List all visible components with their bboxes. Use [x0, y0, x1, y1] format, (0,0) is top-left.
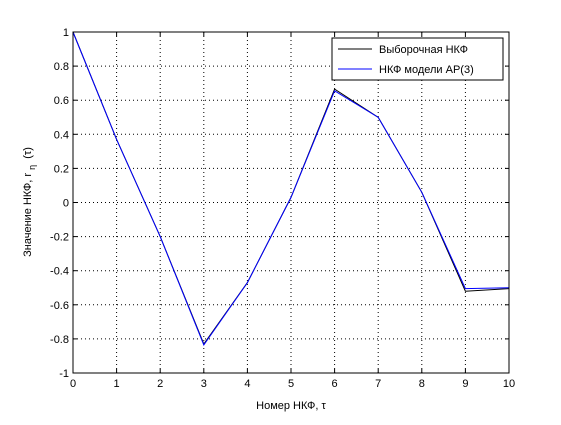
series-line-2 [72, 31, 510, 346]
x-tick-label: 7 [375, 378, 381, 390]
y-axis-label-main: Значение НКФ, r [22, 173, 34, 257]
y-axis-label-suffix: (τ) [22, 147, 34, 159]
x-tick-labels: 0 1 2 3 4 5 6 7 8 9 10 [70, 378, 515, 390]
grid-lines [73, 32, 509, 373]
y-tick-label: 0.6 [54, 95, 69, 107]
y-axis-label: Значение НКФ, r η (τ) [22, 147, 38, 257]
legend: Выборочная НКФ НКФ модели АР(3) [331, 37, 504, 81]
x-tick-label: 4 [244, 378, 250, 390]
x-tick-label: 10 [503, 378, 515, 390]
y-axis-label-subscript: η [27, 165, 37, 170]
y-tick-label: -0.4 [50, 266, 69, 278]
plot-area [73, 32, 509, 373]
y-tick-labels: -1 -0.8 -0.6 -0.4 -0.2 0 0.2 0.4 0.6 0.8 1 [50, 27, 69, 380]
x-tick-label: 2 [157, 378, 163, 390]
tick-marks [72, 31, 510, 374]
x-tick-label: 9 [462, 378, 468, 390]
y-tick-label: -1 [59, 368, 69, 380]
y-tick-label: 1 [63, 27, 69, 39]
x-tick-label: 8 [419, 378, 425, 390]
y-tick-label: 0.4 [54, 129, 69, 141]
y-tick-label: -0.8 [50, 334, 69, 346]
x-tick-label: 5 [288, 378, 294, 390]
x-axis-label: Номер НКФ, τ [256, 400, 326, 412]
y-tick-label: -0.2 [50, 232, 69, 244]
x-tick-label: 1 [114, 378, 120, 390]
legend-label-1: Выборочная НКФ [379, 44, 468, 56]
x-tick-label: 3 [201, 378, 207, 390]
x-tick-label: 6 [332, 378, 338, 390]
x-tick-label: 0 [70, 378, 76, 390]
legend-label-2: НКФ модели АР(3) [379, 64, 474, 76]
legend-box [331, 37, 504, 81]
y-tick-label: 0.2 [54, 163, 69, 175]
y-tick-label: 0.8 [54, 61, 69, 73]
y-tick-label: 0 [63, 198, 69, 210]
y-tick-label: -0.6 [50, 300, 69, 312]
series-lines [72, 31, 510, 346]
